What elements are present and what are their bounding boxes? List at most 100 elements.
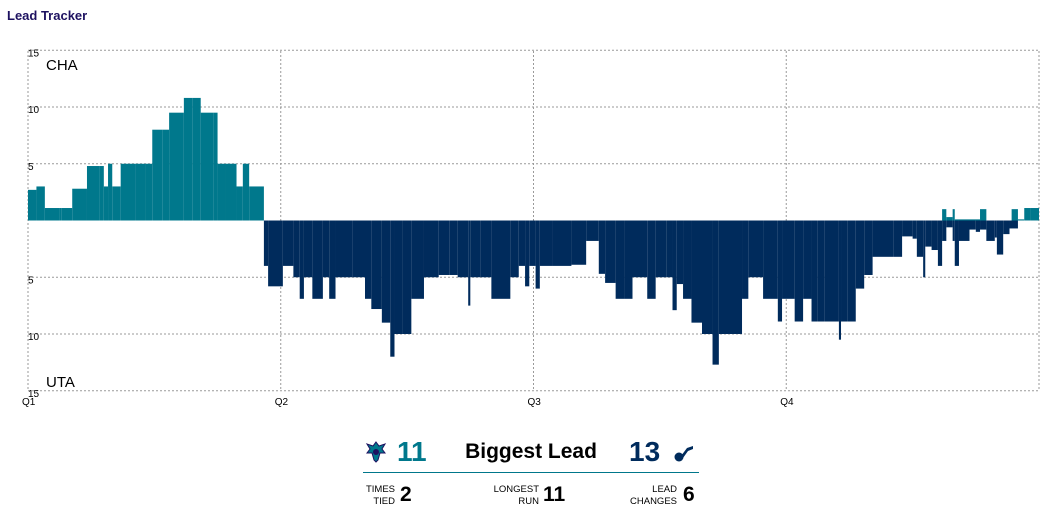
lead-bar (99, 166, 104, 221)
lead-bar (824, 220, 839, 322)
lead-bar (864, 220, 873, 275)
lead-bar (1017, 219, 1025, 221)
lead-bar (969, 220, 976, 230)
lead-bar (841, 220, 848, 322)
biggest-lead-away: 13 (629, 436, 661, 467)
lead-bar (666, 220, 673, 278)
lead-bar (282, 220, 294, 266)
lead-bar (996, 220, 1004, 255)
lead-bar (491, 220, 511, 299)
lead-bar (525, 220, 530, 287)
lead-bar (371, 220, 382, 310)
lead-bar (954, 219, 970, 221)
lead-bar (683, 220, 692, 299)
lead-bar (152, 129, 163, 221)
lead-bar (335, 220, 353, 278)
y-tick-label: 5 (28, 275, 34, 286)
lead-bar (632, 220, 648, 278)
y-tick-label: 10 (28, 332, 40, 343)
longest-run-stat: LONGEST RUN 11 (483, 482, 583, 510)
lead-bar (200, 112, 214, 221)
biggest-lead-home: 11 (397, 436, 427, 467)
lead-bar (529, 220, 536, 266)
lead-bar (672, 220, 677, 311)
lead-bar (763, 220, 778, 299)
lead-bar (1009, 220, 1018, 229)
lead-bar (980, 209, 987, 221)
lead-bar (702, 220, 713, 334)
chart-bars (28, 97, 1039, 365)
lead-bar (916, 220, 924, 257)
lead-bar (902, 220, 913, 237)
lead-bar (954, 220, 959, 266)
lead-bar (986, 220, 995, 241)
chart-labels: 15 10 5 5 10 15 CHA UTA Q1 Q2 Q3 Q4 (22, 48, 794, 408)
y-tick-label: 15 (28, 48, 40, 59)
lead-bar (61, 208, 73, 221)
lead-bar (586, 220, 599, 241)
lead-bar (28, 189, 37, 221)
lead-bar (624, 220, 633, 299)
quarter-label: Q1 (22, 397, 36, 408)
lead-bar (1003, 220, 1010, 235)
lead-bar (263, 220, 269, 266)
lead-bar (213, 112, 218, 221)
lead-bar (242, 163, 250, 221)
team-label-top: CHA (46, 57, 78, 74)
lead-bar (923, 220, 926, 278)
lead-bar (942, 220, 947, 241)
lead-bar (655, 220, 667, 278)
lead-bar (937, 220, 943, 266)
lead-bar (322, 220, 330, 278)
lead-bar (748, 220, 764, 278)
lead-bar (365, 220, 372, 299)
lead-bar (470, 220, 481, 278)
lead-bar (438, 220, 450, 275)
lead-bar (86, 166, 100, 221)
lead-bar (893, 220, 903, 257)
lead-bar (691, 220, 702, 323)
lead-bar (615, 220, 625, 299)
lead-bar (676, 220, 684, 285)
lead-bar (44, 208, 60, 221)
lead-bar (217, 163, 226, 221)
lead-bar (855, 220, 865, 289)
lead-bar (183, 97, 193, 221)
lead-bar (293, 220, 300, 278)
biggest-lead-row: 11 Biggest Lead 13 (363, 434, 699, 473)
lead-bar (1030, 208, 1039, 221)
lead-bar (411, 220, 424, 299)
lead-bar (299, 220, 304, 299)
lead-bar (535, 220, 540, 289)
lead-bar (352, 220, 365, 278)
lead-bar (249, 186, 264, 221)
lead-bar (108, 163, 113, 221)
lead-bar (135, 163, 146, 221)
quarter-label: Q3 (528, 397, 542, 408)
stats-panel: 11 Biggest Lead 13 TIMES TIED 2 LONGEST … (363, 434, 699, 513)
lead-bar (794, 220, 804, 322)
lead-bar (112, 186, 121, 221)
team-label-bottom: UTA (46, 374, 75, 391)
lead-changes-label-1: LEAD (652, 484, 677, 495)
hornets-logo-icon (365, 441, 387, 463)
lead-tracker-chart: 15 10 5 5 10 15 CHA UTA Q1 Q2 Q3 Q4 (22, 48, 1040, 408)
y-tick-label: 5 (28, 162, 34, 173)
lead-bar (718, 220, 743, 334)
lead-bar (449, 220, 458, 275)
lead-bar (192, 97, 201, 221)
lead-bar (480, 220, 492, 278)
lead-bar (912, 220, 917, 239)
lead-changes-value: 6 (683, 483, 695, 506)
lead-bar (236, 186, 243, 221)
lead-bar (1024, 208, 1031, 221)
biggest-lead-label: Biggest Lead (465, 440, 597, 463)
lead-bar (946, 217, 953, 221)
lead-bar (120, 163, 136, 221)
lead-bar (975, 220, 981, 232)
lead-bar (647, 220, 656, 299)
lead-bar (777, 220, 783, 322)
lead-bar (268, 220, 283, 287)
lead-bar (72, 188, 87, 221)
lead-bar (518, 220, 526, 266)
